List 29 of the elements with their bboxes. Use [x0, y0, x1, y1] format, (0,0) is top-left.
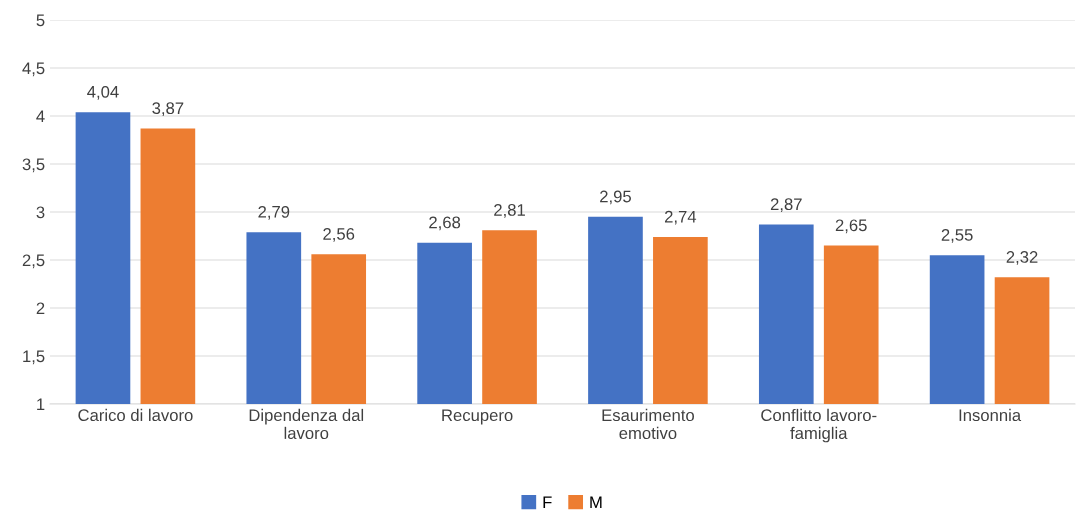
y-tick-label: 1,5	[23, 350, 45, 365]
data-label: 2,87	[770, 198, 802, 213]
data-label: 4,04	[87, 85, 119, 100]
y-tick-label: 2,5	[22, 254, 45, 269]
data-label: 2,32	[1006, 251, 1038, 265]
data-label: 2,79	[258, 205, 290, 220]
data-label: 2,81	[494, 204, 525, 218]
y-tick-label: 4	[36, 110, 45, 123]
x-tick-label: Carico di lavoro	[78, 408, 193, 422]
y-tick-label: 3	[36, 206, 45, 219]
data-label: 2,56	[323, 228, 355, 242]
legend-label: F	[543, 496, 552, 508]
data-label: 2,65	[835, 219, 867, 234]
legend-label: M	[590, 496, 602, 508]
data-label: 2,55	[941, 228, 973, 243]
x-tick-label: Recupero	[442, 409, 513, 425]
y-tick-label: 2	[36, 302, 45, 315]
x-tick-label: Esaurimento emotivo	[602, 408, 694, 440]
y-tick-label: 4,5	[22, 62, 45, 77]
x-tick-label: Dipendenza dal lavoro	[249, 408, 364, 440]
data-label: 2,95	[600, 190, 631, 205]
y-tick-label: 5	[36, 14, 45, 27]
x-tick-label: Insonnia	[959, 408, 1022, 422]
data-label: 2,68	[429, 216, 461, 231]
data-label: 2,74	[665, 210, 697, 225]
data-label: 3,87	[152, 102, 184, 117]
y-tick-label: 3,5	[22, 158, 45, 173]
x-tick-label: Conflitto lavoro- famiglia	[761, 408, 877, 443]
y-tick-label: 1	[37, 398, 45, 411]
